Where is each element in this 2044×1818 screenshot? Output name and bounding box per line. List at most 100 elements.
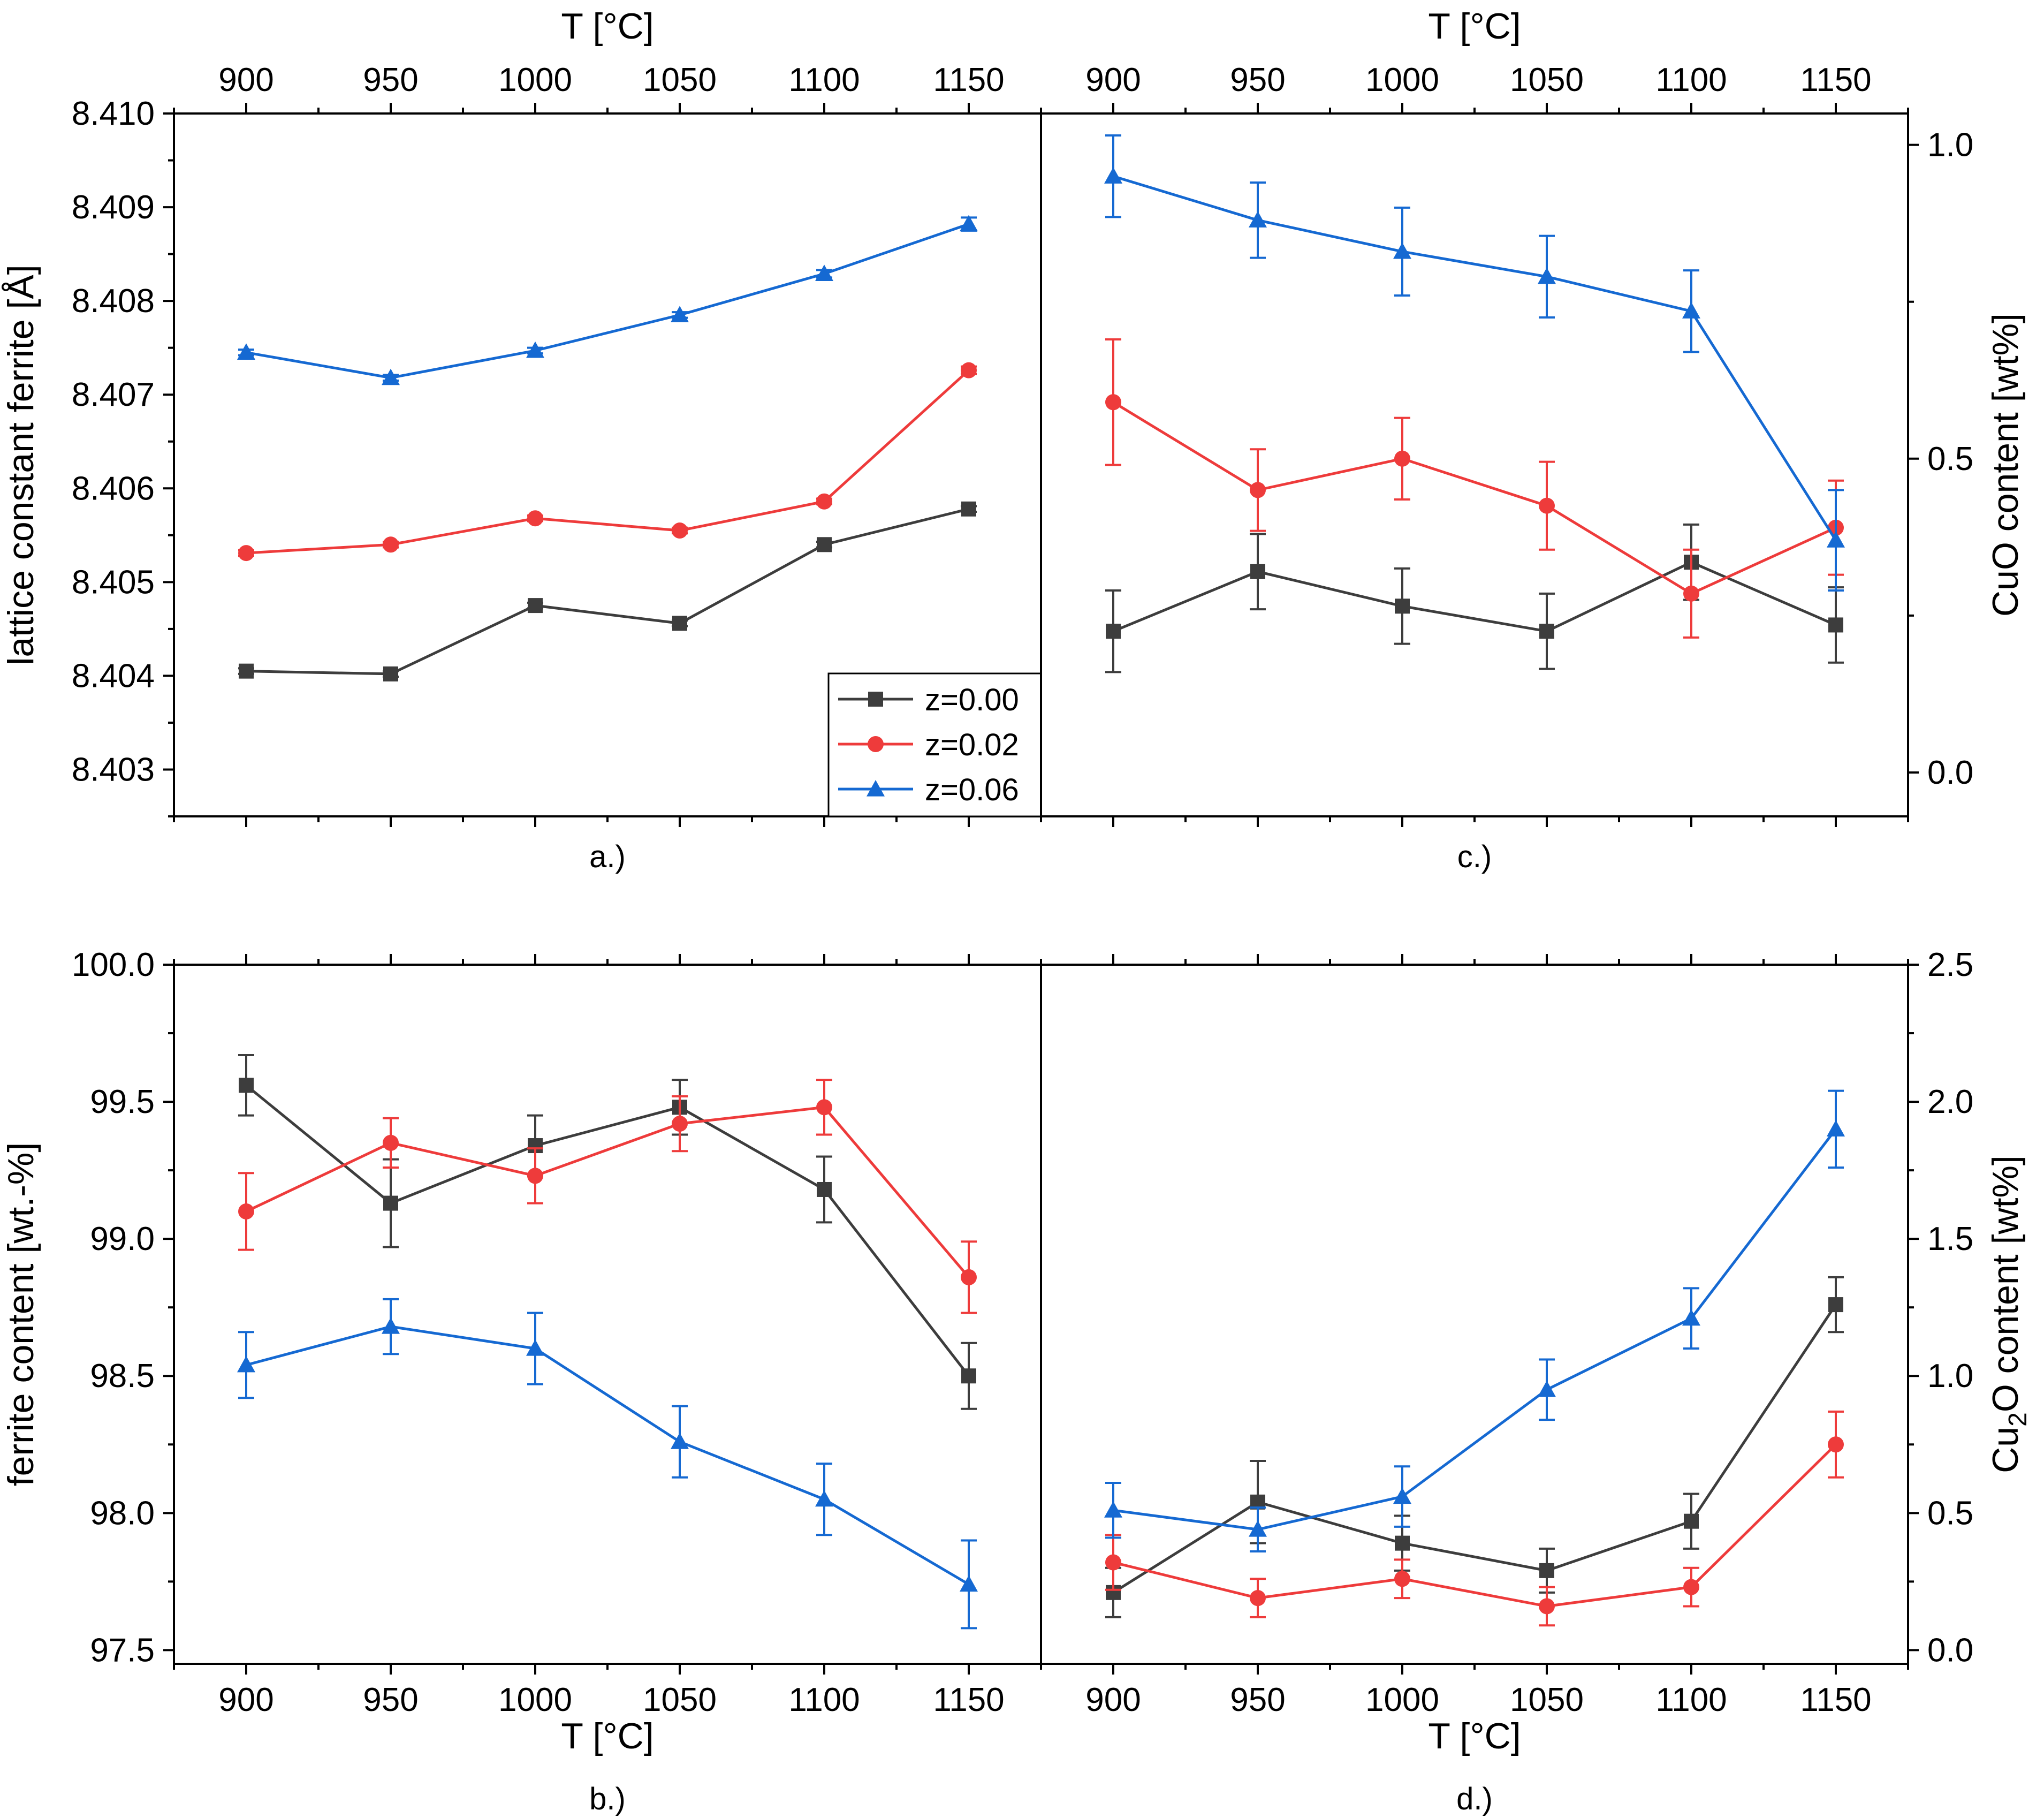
data-point [1683, 1579, 1699, 1595]
legend: z=0.00 z=0.02 z=0.06 [827, 672, 1042, 817]
series-z=0.00 [238, 501, 977, 681]
data-point [527, 1168, 543, 1184]
y-tick-label: 8.405 [72, 564, 155, 601]
x-tick-label: 1000 [498, 1681, 572, 1718]
panel-label: a.) [589, 839, 626, 874]
plot-frame [1040, 964, 1909, 1665]
y-tick-label: 98.0 [90, 1495, 155, 1532]
y-tick-label: 2.0 [1927, 1084, 1973, 1120]
data-point [383, 536, 399, 553]
data-point [672, 522, 688, 539]
panel-d: 900 950 1000 1050 1100 1150 T [°C] 0.0 0.5 1.0 1.5… [1040, 946, 2032, 1816]
data-point [239, 1078, 254, 1093]
data-point [527, 510, 543, 527]
y-axis-title-suffix: O content [wt%] [1985, 1155, 2026, 1412]
data-point [1393, 242, 1411, 259]
panel-label: c.) [1457, 839, 1492, 874]
y-tick-label: 98.5 [90, 1358, 155, 1395]
legend-label: z=0.02 [925, 728, 1019, 762]
y-tick-label: 1.0 [1927, 127, 1973, 164]
y-tick-label: 1.0 [1927, 1358, 1973, 1395]
y-tick-label: 100.0 [72, 946, 155, 983]
series-z=0.06 [1104, 1089, 1845, 1553]
legend-label: z=0.06 [925, 772, 1019, 807]
series-line [245, 1084, 970, 1377]
data-point [817, 1181, 832, 1197]
data-point [671, 1433, 689, 1449]
legend-label: z=0.00 [925, 683, 1019, 717]
series-line [246, 223, 969, 380]
data-point [1682, 302, 1700, 319]
series-z=0.06 [237, 1298, 978, 1630]
y-axis-title-subscript: 2 [2004, 1412, 2032, 1427]
panel-c: 900 950 1000 1050 1100 1150 T [°C] 0.0 0.5 1.0 CuO… [1040, 6, 2026, 874]
y-tick-label: 8.408 [72, 283, 155, 320]
y-axis-title: ferrite content [wt.-%] [1, 1142, 41, 1486]
x-tick-label: 900 [218, 62, 273, 99]
x-tick-label: 1000 [498, 62, 572, 99]
data-point [961, 1269, 977, 1285]
series-line [246, 507, 969, 676]
x-tick-label: 900 [218, 1681, 273, 1718]
data-point [816, 493, 832, 510]
x-tick-label: 950 [363, 1681, 418, 1718]
data-point [1106, 624, 1121, 639]
data-point [960, 215, 978, 232]
data-point [960, 1575, 978, 1592]
data-point [1539, 624, 1554, 639]
x-tick-label: 900 [1085, 62, 1141, 99]
data-point [1105, 1554, 1121, 1571]
x-tick-label: 1150 [933, 62, 1004, 99]
data-point [382, 1317, 400, 1334]
data-point [1104, 167, 1122, 184]
data-point [961, 362, 977, 378]
data-point [1249, 211, 1267, 228]
data-point [961, 1368, 976, 1384]
series-z=0.02 [238, 362, 977, 562]
data-point [1682, 1309, 1700, 1326]
data-point [817, 537, 832, 552]
series-line [245, 1105, 970, 1278]
data-point [238, 1203, 254, 1219]
data-point [1828, 1436, 1844, 1453]
data-point [1393, 1487, 1411, 1504]
data-point [815, 1490, 833, 1507]
x-tick-label: 1100 [788, 1681, 860, 1718]
data-point [672, 1116, 688, 1132]
series-line [1112, 1304, 1837, 1594]
x-tick-label: 1050 [1510, 1681, 1584, 1718]
data-point [239, 663, 254, 679]
data-point [1250, 482, 1266, 498]
y-tick-label: 0.5 [1927, 1495, 1973, 1532]
data-point [672, 616, 687, 631]
data-point [671, 306, 689, 322]
legend-marker [868, 736, 884, 752]
x-tick-label: 1100 [788, 62, 860, 99]
data-point [238, 545, 254, 562]
series-z=0.00 [238, 1054, 977, 1410]
data-point [1250, 564, 1265, 579]
data-point [1539, 497, 1555, 514]
data-point [1539, 1563, 1554, 1578]
y-tick-label: 8.403 [72, 751, 155, 788]
data-point [1394, 450, 1410, 467]
series-z=0.00 [1105, 1276, 1844, 1618]
y-axis-title: CuO content [wt%] [1985, 313, 2026, 617]
data-point [816, 1099, 832, 1116]
series-z=0.02 [1105, 1410, 1844, 1627]
y-axis-title: lattice constant ferrite [Å] [1, 264, 41, 665]
series-z=0.02 [1105, 338, 1844, 639]
x-tick-label: 1000 [1365, 62, 1439, 99]
data-point [1249, 1520, 1267, 1537]
y-tick-label: 8.410 [72, 95, 155, 132]
y-tick-label: 97.5 [90, 1632, 155, 1669]
x-tick-label: 950 [1230, 62, 1285, 99]
panel-label: b.) [589, 1782, 626, 1816]
x-tick-label: 1100 [1655, 62, 1727, 99]
y-tick-label: 1.5 [1927, 1221, 1973, 1258]
series-line [246, 369, 970, 555]
y-tick-label: 0.0 [1927, 754, 1973, 791]
x-tick-label: 1050 [1510, 62, 1584, 99]
data-point [1827, 1120, 1845, 1137]
